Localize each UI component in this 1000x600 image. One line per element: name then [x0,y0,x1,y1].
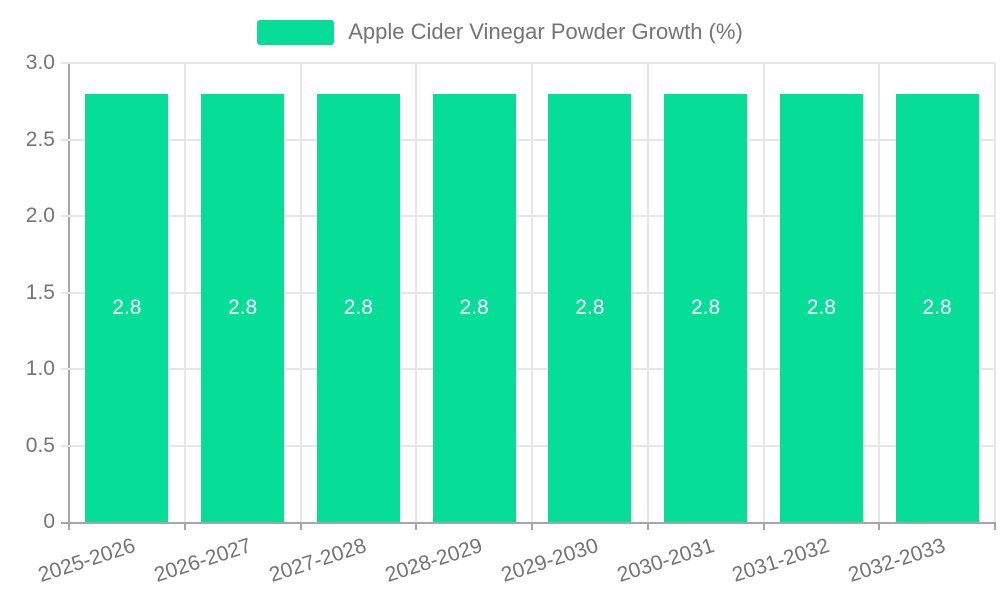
y-tick-label: 2.0 [25,204,55,227]
legend-item[interactable]: Apple Cider Vinegar Powder Growth (%) [257,19,743,45]
x-gridline [878,63,881,522]
bar-value-label: 2.8 [228,295,258,319]
y-tick-label: 3.0 [25,51,55,74]
y-tick-label: 1.0 [25,357,55,380]
y-axis-line [68,63,70,524]
plot-area: 2.8 2.8 2.8 2.8 2.8 2.8 2.8 2.8 [61,62,996,522]
x-tick [299,522,302,530]
y-gridline [61,62,995,64]
bar-2027-2028[interactable] [316,93,400,522]
y-tick-label: 0.5 [25,433,55,457]
y-gridline [61,215,995,217]
y-gridline [61,444,995,447]
bar-value-label: 2.8 [343,295,373,319]
x-axis-label: 2031-2032 [729,534,833,587]
x-tick [878,522,881,530]
x-axis-label: 2028-2029 [382,534,486,587]
x-gridline [183,63,186,522]
x-axis-label: 2032-2033 [845,534,949,587]
bar-value-label: 2.8 [922,295,952,319]
bar-2031-2032[interactable] [779,93,863,522]
legend-label: Apple Cider Vinegar Powder Growth (%) [348,19,743,44]
x-axis-label: 2030-2031 [614,534,717,587]
x-axis-label: 2027-2028 [266,534,370,587]
x-tick [68,522,70,530]
chart-legend: Apple Cider Vinegar Powder Growth (%) [0,19,1000,45]
y-tick-label: 2.5 [25,127,55,151]
bar-value-label: 2.8 [575,295,605,319]
bar-2028-2029[interactable] [432,93,516,522]
bar-2025-2026[interactable] [85,93,169,522]
x-tick [762,522,765,530]
x-axis-label: 2025-2026 [35,534,138,587]
x-tick [646,522,649,530]
x-tick [415,522,418,530]
x-axis-label: 2029-2030 [498,534,601,587]
x-gridline [299,63,302,522]
bar-2032-2033[interactable] [895,93,979,522]
y-tick-label: 1.5 [25,280,55,304]
x-gridline [415,63,418,522]
legend-swatch-icon [257,19,335,45]
x-gridline [762,63,765,522]
x-axis-line [61,522,995,524]
x-tick [531,522,533,530]
bar-2029-2030[interactable] [548,93,632,522]
x-tick [183,522,186,530]
bar-2026-2027[interactable] [201,93,285,522]
x-tick [994,522,996,530]
bar-value-label: 2.8 [691,295,721,319]
bar-value-label: 2.8 [112,295,142,319]
x-gridline [531,63,533,522]
y-tick-label: 0 [43,510,55,533]
bar-value-label: 2.8 [806,295,836,319]
y-gridline [61,368,995,370]
x-axis-label: 2026-2027 [151,534,254,587]
y-gridline [61,138,995,141]
x-gridline [994,63,996,522]
y-gridline [61,291,995,294]
bar-value-label: 2.8 [459,295,489,319]
bar-2030-2031[interactable] [664,93,748,522]
x-gridline [646,63,649,522]
